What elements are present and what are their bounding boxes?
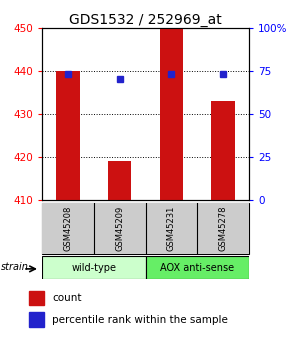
Text: AOX anti-sense: AOX anti-sense <box>160 263 234 273</box>
Bar <box>197 203 249 254</box>
Bar <box>160 28 183 200</box>
Text: GSM45231: GSM45231 <box>167 205 176 251</box>
Text: count: count <box>52 293 82 303</box>
Text: GSM45278: GSM45278 <box>219 205 228 251</box>
Text: percentile rank within the sample: percentile rank within the sample <box>52 315 228 325</box>
Bar <box>29 312 44 327</box>
Bar <box>146 256 249 279</box>
Text: wild-type: wild-type <box>71 263 116 273</box>
Bar <box>212 101 235 200</box>
Text: GSM45209: GSM45209 <box>115 205 124 251</box>
Bar <box>56 71 80 200</box>
Bar <box>94 203 146 254</box>
Bar <box>42 203 94 254</box>
Text: GSM45208: GSM45208 <box>63 205 72 251</box>
Bar <box>146 203 197 254</box>
Bar <box>108 161 131 200</box>
Text: strain: strain <box>1 262 29 272</box>
Bar <box>29 291 44 305</box>
Title: GDS1532 / 252969_at: GDS1532 / 252969_at <box>69 12 222 27</box>
Bar <box>42 256 146 279</box>
